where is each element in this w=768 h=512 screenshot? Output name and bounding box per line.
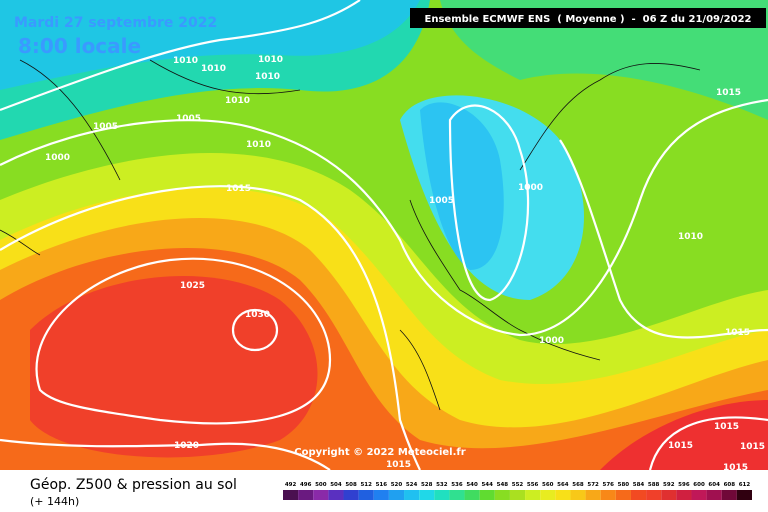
scale-label: 584	[633, 482, 645, 488]
isobar-label: 1015	[740, 442, 765, 452]
scale-swatch	[343, 490, 359, 500]
scale-swatch	[298, 490, 314, 500]
isobar-label: 1015	[725, 328, 750, 338]
scale-label: 500	[315, 482, 327, 488]
scale-label: 560	[542, 482, 554, 488]
scale-swatch	[661, 490, 677, 500]
scale-label: 536	[451, 482, 463, 488]
scale-swatch	[328, 490, 344, 500]
isobar-label: 1020	[174, 441, 199, 451]
isobar-label: 1015	[714, 422, 739, 432]
isobar-label: 1010	[255, 72, 280, 82]
legend-subtitle: (+ 144h)	[30, 495, 79, 508]
date: Mardi 27 septembre 2022	[14, 15, 217, 31]
scale-swatch	[373, 490, 389, 500]
scale-label: 504	[330, 482, 342, 488]
scale-swatch	[388, 490, 405, 500]
scale-label: 516	[376, 482, 388, 488]
scale-swatch	[358, 490, 374, 500]
scale-swatch	[404, 490, 420, 500]
isobar-label: 1010	[225, 96, 250, 106]
field	[0, 0, 768, 471]
scale-label: 596	[678, 482, 690, 488]
scale-swatch	[540, 490, 556, 500]
scale-label: 508	[345, 482, 357, 488]
isobars	[0, 0, 768, 471]
scale-label: 544	[481, 482, 493, 488]
scale-swatch	[434, 490, 450, 500]
scale-label: 600	[693, 482, 705, 488]
scale-swatch	[585, 490, 601, 500]
scale-label: 568	[572, 482, 584, 488]
scale-swatch	[555, 490, 571, 500]
scale-label: 608	[724, 482, 736, 488]
scale-swatch	[646, 490, 662, 500]
scale-swatch	[600, 490, 616, 500]
scale-swatch	[479, 490, 495, 500]
isobar-label: 1015	[668, 441, 693, 451]
scale-label: 552	[512, 482, 524, 488]
run-info: Ensemble ECMWF ENS ( Moyenne ) - 06 Z du…	[425, 14, 752, 25]
scale-label: 540	[466, 482, 478, 488]
scale-swatch	[615, 490, 631, 500]
isobar-label: 1030	[245, 310, 270, 320]
scale-swatch	[570, 490, 586, 500]
scale-swatch	[449, 490, 465, 500]
scale-label: 612	[739, 482, 751, 488]
isobar-label: 1010	[678, 232, 703, 242]
scale-label: 592	[663, 482, 675, 488]
scale-label: 496	[300, 482, 312, 488]
isobar-label: 1010	[173, 56, 198, 66]
scale-label: 492	[285, 482, 297, 488]
isobar-label: 1005	[93, 122, 118, 132]
scale-swatch	[494, 490, 510, 500]
scale-label: 564	[557, 482, 569, 488]
isobar-label: 1000	[539, 336, 564, 346]
scale-swatch	[509, 490, 526, 500]
run-banner	[410, 8, 766, 28]
scale-label: 556	[527, 482, 539, 488]
scale-swatch	[630, 490, 647, 500]
scale-swatch	[464, 490, 480, 500]
scale-label: 548	[497, 482, 509, 488]
scale-label: 528	[421, 482, 433, 488]
scale-label: 524	[406, 482, 418, 488]
coastlines	[0, 59, 701, 411]
scale-swatch	[283, 490, 299, 500]
isobar-label: 1005	[429, 196, 454, 206]
isobar-label: 1000	[45, 153, 70, 163]
scale-label: 532	[436, 482, 448, 488]
isobar-label: 1015	[716, 88, 741, 98]
scale-label: 520	[391, 482, 403, 488]
isobar-label: 1015	[386, 460, 411, 470]
scale-label: 580	[618, 482, 630, 488]
isobar-label: 1000	[518, 183, 543, 193]
scale-swatch	[721, 490, 737, 500]
scale-label: 576	[603, 482, 615, 488]
scale-swatch	[676, 490, 692, 500]
scale-swatch	[419, 490, 435, 500]
legend-title: Géop. Z500 & pression au sol	[30, 477, 237, 493]
scale-swatch	[525, 490, 541, 500]
scale-swatch	[706, 490, 722, 500]
time: 8:00 locale	[18, 34, 141, 58]
isobar-label: 1015	[723, 463, 748, 473]
scale-label: 572	[587, 482, 599, 488]
isobar-label: 1025	[180, 281, 205, 291]
scale-swatch	[691, 490, 707, 500]
isobar-label: 1010	[246, 140, 271, 150]
isobar-label: 1005	[176, 114, 201, 124]
isobar-label: 1015	[226, 184, 251, 194]
scale-label: 604	[708, 482, 720, 488]
isobar-label: 1010	[201, 64, 226, 74]
scale-swatch	[736, 490, 752, 500]
copyright: Copyright © 2022 Meteociel.fr	[294, 447, 465, 458]
isobar-label: 1010	[258, 55, 283, 65]
scale-label: 588	[648, 482, 660, 488]
scale-label: 512	[360, 482, 372, 488]
scale-swatch	[313, 490, 329, 500]
